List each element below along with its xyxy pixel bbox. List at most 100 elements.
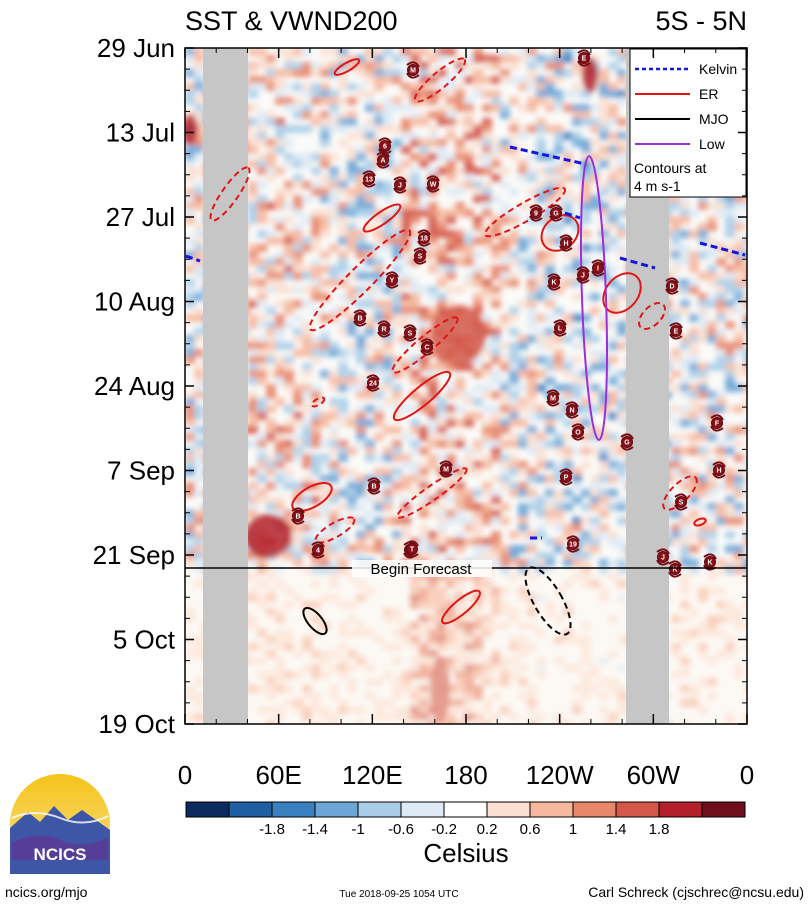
heat-cell xyxy=(464,97,474,105)
storm-swirl xyxy=(559,234,573,252)
heat-cell xyxy=(707,328,717,336)
heat-cell xyxy=(248,90,258,98)
heat-cell xyxy=(491,174,501,182)
heat-cell xyxy=(680,300,690,308)
heat-cell xyxy=(743,559,747,567)
heat-cell xyxy=(536,447,546,455)
heat-cell xyxy=(428,587,438,595)
heat-cell xyxy=(410,314,420,322)
heat-cell xyxy=(248,209,258,217)
heat-cell xyxy=(356,384,366,392)
heat-cell xyxy=(302,62,312,70)
heat-cell xyxy=(716,440,726,448)
heat-cell xyxy=(716,482,726,490)
storm-label: G xyxy=(624,440,630,447)
heat-cell xyxy=(329,440,339,448)
heat-cell xyxy=(527,496,537,504)
heat-cell xyxy=(194,69,204,77)
colorbar-tick-label: 0.2 xyxy=(477,821,498,838)
heat-cell xyxy=(725,230,735,238)
heat-cell xyxy=(482,55,492,63)
heat-cell xyxy=(707,426,717,434)
heat-cell xyxy=(419,202,429,210)
heat-cell xyxy=(725,615,735,623)
heat-cell xyxy=(428,426,438,434)
heat-cell xyxy=(437,223,447,231)
heat-cell xyxy=(266,272,276,280)
heat-cell xyxy=(266,139,276,147)
heat-cell xyxy=(257,349,267,357)
heat-cell xyxy=(581,685,591,693)
heat-cell xyxy=(707,433,717,441)
heat-cell xyxy=(599,496,609,504)
heat-cell xyxy=(563,251,573,259)
heat-cell xyxy=(410,664,420,672)
heat-cell xyxy=(257,76,267,84)
heat-cell xyxy=(293,174,303,182)
heat-cell xyxy=(545,167,555,175)
heat-cell xyxy=(392,482,402,490)
storm-dot xyxy=(363,173,375,185)
y-tick-label: 29 Jun xyxy=(97,33,175,63)
heat-cell xyxy=(302,272,312,280)
colorbar-unit: Celsius xyxy=(423,838,508,868)
heat-cell xyxy=(293,531,303,539)
heat-cell xyxy=(545,608,555,616)
heat-cell xyxy=(680,503,690,511)
heat-cell xyxy=(491,146,501,154)
heat-cell xyxy=(581,195,591,203)
heat-cell xyxy=(320,503,330,511)
heat-cell xyxy=(572,468,582,476)
heat-cell xyxy=(392,160,402,168)
heat-cell xyxy=(446,636,456,644)
heat-cell xyxy=(257,244,267,252)
heat-cell xyxy=(563,160,573,168)
heat-cell xyxy=(527,104,537,112)
heat-cell xyxy=(491,713,501,721)
heat-cell xyxy=(572,356,582,364)
heat-cell xyxy=(563,321,573,329)
heat-cell xyxy=(356,419,366,427)
heat-cell xyxy=(437,167,447,175)
heat-cell xyxy=(185,405,195,413)
heat-cell xyxy=(554,90,564,98)
storm-marker: R xyxy=(377,320,391,338)
heat-cell xyxy=(347,286,357,294)
heat-cell xyxy=(185,391,195,399)
heat-cell xyxy=(194,307,204,315)
heat-cell xyxy=(527,153,537,161)
heat-cell xyxy=(338,307,348,315)
heat-cell xyxy=(320,83,330,91)
heat-cell xyxy=(266,496,276,504)
storm-dot xyxy=(547,392,559,404)
heat-cell xyxy=(725,321,735,329)
heat-cell xyxy=(311,391,321,399)
heat-cell xyxy=(707,587,717,595)
heat-cell xyxy=(401,188,411,196)
heat-cell xyxy=(257,293,267,301)
heat-cell xyxy=(266,216,276,224)
heat-cell xyxy=(617,90,627,98)
heat-cell xyxy=(329,692,339,700)
heat-cell xyxy=(527,356,537,364)
heat-cell xyxy=(536,139,546,147)
heat-cell xyxy=(617,321,627,329)
heat-cell xyxy=(356,552,366,560)
heat-cell xyxy=(563,153,573,161)
heat-cell xyxy=(734,202,744,210)
heat-cell xyxy=(275,328,285,336)
heat-cell xyxy=(338,643,348,651)
heat-cell xyxy=(734,223,744,231)
heat-cell xyxy=(527,314,537,322)
heat-cell xyxy=(410,209,420,217)
heat-cell xyxy=(527,426,537,434)
heat-cell xyxy=(356,622,366,630)
heat-cell xyxy=(608,300,618,308)
heat-cell xyxy=(500,566,510,574)
heat-cell xyxy=(563,356,573,364)
heat-cell xyxy=(464,181,474,189)
heat-cell xyxy=(374,356,384,364)
heat-cell xyxy=(734,552,744,560)
heat-cell xyxy=(311,244,321,252)
heat-cell xyxy=(383,125,393,133)
